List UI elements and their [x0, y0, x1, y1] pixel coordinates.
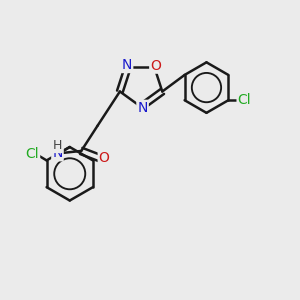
Text: N: N — [137, 101, 148, 115]
Text: O: O — [150, 59, 161, 73]
Text: Cl: Cl — [26, 147, 39, 160]
Text: H: H — [53, 139, 62, 152]
Text: O: O — [99, 152, 110, 165]
Text: N: N — [122, 58, 132, 72]
Text: N: N — [52, 146, 63, 160]
Text: Cl: Cl — [238, 93, 251, 107]
